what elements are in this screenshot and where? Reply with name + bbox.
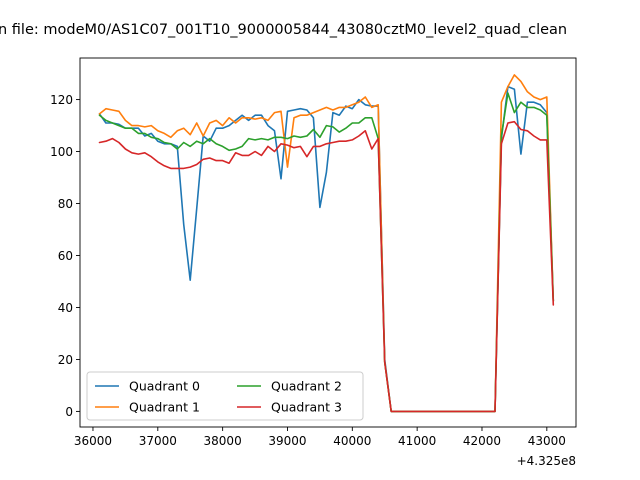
y-tick-label: 40 bbox=[58, 301, 73, 315]
y-tick-label: 20 bbox=[58, 353, 73, 367]
legend-label: Quadrant 0 bbox=[129, 379, 200, 394]
series-line-quadrant-2 bbox=[98, 92, 555, 413]
x-tick-label: 41000 bbox=[398, 434, 436, 448]
x-axis-offset-label: +4.325e8 bbox=[517, 454, 576, 468]
y-tick-label: 0 bbox=[65, 405, 73, 419]
x-tick-label: 37000 bbox=[139, 434, 177, 448]
series-group bbox=[98, 74, 555, 413]
legend-box bbox=[86, 371, 364, 421]
axes-frame bbox=[79, 57, 577, 428]
legend-label: Quadrant 3 bbox=[271, 400, 342, 415]
x-tick-label: 42000 bbox=[463, 434, 501, 448]
y-tick-label: 120 bbox=[50, 93, 73, 107]
legend: Quadrant 0 Quadrant 1 Quadrant 2 Quadrant 3 bbox=[86, 371, 364, 421]
x-tick-label: 43000 bbox=[528, 434, 566, 448]
y-tick-label: 100 bbox=[50, 145, 73, 159]
x-axis: 36000 37000 38000 39000 40000 41000 42000 43000 bbox=[74, 427, 566, 448]
chart-title: n file: modeM0/AS1C07_001T10_9000005844_… bbox=[0, 22, 567, 38]
y-tick-label: 80 bbox=[58, 197, 73, 211]
y-tick-label: 60 bbox=[58, 249, 73, 263]
x-tick-label: 39000 bbox=[268, 434, 306, 448]
series-line-quadrant-3 bbox=[98, 120, 555, 413]
legend-label: Quadrant 2 bbox=[271, 379, 342, 394]
x-tick-label: 40000 bbox=[333, 434, 371, 448]
x-tick-label: 36000 bbox=[74, 434, 112, 448]
x-tick-label: 38000 bbox=[204, 434, 242, 448]
y-axis: 0 20 40 60 80 100 120 bbox=[50, 93, 80, 419]
legend-label: Quadrant 1 bbox=[129, 400, 200, 415]
